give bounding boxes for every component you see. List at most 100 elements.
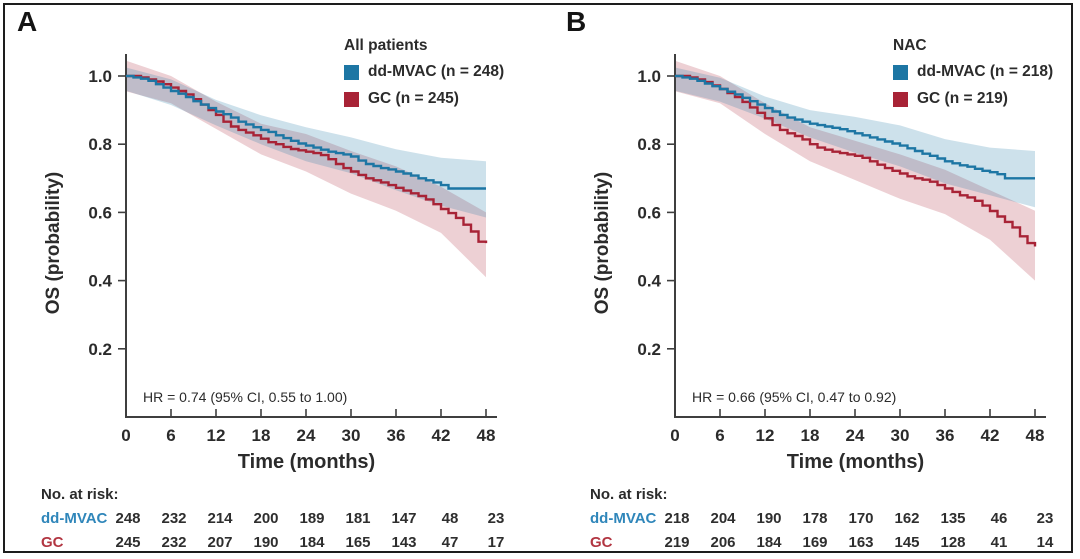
gc-swatch-icon (893, 91, 908, 107)
ddmvac-swatch-icon (893, 64, 908, 80)
risk-row-label-gc: GC (41, 534, 64, 551)
legend-label: GC (n = 245) (368, 90, 459, 107)
risk-value: 245 (115, 534, 141, 551)
risk-value: 218 (664, 510, 690, 527)
risk-value: 219 (664, 534, 690, 551)
risk-value: 143 (391, 534, 417, 551)
x-tick-label: 42 (981, 426, 1000, 445)
y-tick-label: 0.2 (637, 340, 661, 359)
legend: NAC dd-MVAC (n = 218) GC (n = 219) (893, 37, 1053, 117)
x-tick-label: 24 (846, 426, 865, 445)
risk-value: 46 (990, 510, 1008, 527)
panel-a-inner: A 0 6 12 18 24 30 36 42 48 1.0 0.8 0.6 0.4 0.2 OS (pr… (17, 6, 505, 551)
risk-value: 23 (1036, 510, 1054, 527)
x-tick-label: 36 (936, 426, 955, 445)
y-tick-label: 0.4 (88, 272, 112, 291)
km-curve-gc (675, 74, 1037, 247)
legend-item-ddmvac: dd-MVAC (n = 218) (893, 63, 1053, 81)
risk-value: 232 (161, 510, 187, 527)
legend-label: dd-MVAC (n = 248) (368, 63, 505, 80)
risk-value: 178 (802, 510, 828, 527)
risk-value: 169 (802, 534, 828, 551)
gc-swatch-icon (344, 91, 359, 107)
risk-value: 190 (253, 534, 279, 551)
hr-annotation: HR = 0.66 (95% CI, 0.47 to 0.92) (692, 389, 897, 405)
x-tick-label: 30 (342, 426, 361, 445)
risk-value: 184 (299, 534, 325, 551)
x-tick-label: 12 (756, 426, 775, 445)
panel-a: A 0 6 12 18 24 30 36 42 48 1.0 0.8 0.6 0.4 0.2 OS (pr… (17, 6, 505, 551)
y-axis-title: OS (probability) (592, 171, 613, 315)
risk-value: 232 (161, 534, 187, 551)
risk-value: 165 (345, 534, 371, 551)
legend-item-gc: GC (n = 245) (344, 90, 504, 108)
ddmvac-swatch-icon (344, 64, 359, 80)
legend-item-ddmvac: dd-MVAC (n = 248) (344, 63, 504, 81)
risk-value: 189 (299, 510, 325, 527)
risk-value: 207 (207, 534, 233, 551)
legend: All patients dd-MVAC (n = 248) GC (n = 2… (344, 37, 504, 117)
km-curve-dd-mvac (126, 74, 486, 190)
legend-label: dd-MVAC (n = 218) (917, 63, 1054, 80)
legend-item-gc: GC (n = 219) (893, 90, 1053, 108)
risk-value: 147 (391, 510, 417, 527)
risk-value: 200 (253, 510, 279, 527)
legend-title: All patients (344, 37, 428, 54)
legend-label: GC (n = 219) (917, 90, 1008, 107)
km-curve-dd-mvac (675, 74, 1035, 180)
risk-value: 162 (894, 510, 920, 527)
risk-value: 170 (848, 510, 874, 527)
risk-value: 14 (1036, 534, 1054, 551)
y-axis-title: OS (probability) (43, 171, 64, 315)
x-tick-label: 6 (166, 426, 175, 445)
risk-value: 206 (710, 534, 736, 551)
risk-row-label-dd-mvac: dd-MVAC (590, 510, 657, 527)
risk-value: 184 (756, 534, 782, 551)
hr-annotation: HR = 0.74 (95% CI, 0.55 to 1.00) (143, 389, 348, 405)
panel-b: B 0 6 12 18 24 30 36 42 48 1.0 0.8 0.6 0.4 0.2 OS (pr… (540, 0, 1080, 559)
risk-value: 145 (894, 534, 920, 551)
risk-value: 135 (940, 510, 966, 527)
x-tick-label: 6 (715, 426, 724, 445)
x-tick-label: 36 (387, 426, 406, 445)
y-tick-label: 0.6 (88, 203, 112, 222)
risk-value: 190 (756, 510, 782, 527)
x-tick-label: 24 (297, 426, 316, 445)
y-tick-label: 1.0 (88, 67, 112, 86)
risk-value: 163 (848, 534, 874, 551)
x-tick-label: 42 (432, 426, 451, 445)
x-tick-label: 18 (801, 426, 820, 445)
risk-value: 128 (940, 534, 966, 551)
risk-value: 48 (441, 510, 459, 527)
x-tick-label: 48 (477, 426, 496, 445)
risk-table-header: No. at risk: (41, 486, 119, 503)
panel-b-inner: B 0 6 12 18 24 30 36 42 48 1.0 0.8 0.6 0.4 0.2 OS (pr… (549, 0, 1080, 559)
x-tick-label: 18 (252, 426, 271, 445)
x-axis-title: Time (months) (237, 451, 376, 473)
y-tick-label: 0.6 (637, 203, 661, 222)
km-chart-a: 0 6 12 18 24 30 36 42 48 1.0 0.8 0.6 0.4 0.2 (88, 54, 497, 445)
risk-value: 248 (115, 510, 141, 527)
x-tick-label: 48 (1026, 426, 1045, 445)
y-tick-label: 0.8 (637, 135, 661, 154)
risk-value: 17 (487, 534, 505, 551)
risk-value: 23 (487, 510, 505, 527)
risk-value: 41 (990, 534, 1008, 551)
risk-row-label-gc: GC (590, 534, 613, 551)
risk-value: 204 (710, 510, 736, 527)
risk-value: 181 (345, 510, 371, 527)
legend-title: NAC (893, 37, 927, 54)
risk-row-label-dd-mvac: dd-MVAC (41, 510, 108, 527)
panel-letter: B (566, 6, 587, 37)
y-tick-label: 0.4 (637, 272, 661, 291)
x-tick-label: 0 (670, 426, 679, 445)
x-tick-label: 0 (121, 426, 130, 445)
x-tick-label: 30 (891, 426, 910, 445)
ci-band-dd-mvac (675, 67, 1035, 208)
y-tick-label: 1.0 (637, 67, 661, 86)
panel-letter: A (17, 6, 38, 37)
km-chart-b: 0 6 12 18 24 30 36 42 48 1.0 0.8 0.6 0.4 0.2 (637, 54, 1046, 445)
risk-value: 47 (441, 534, 459, 551)
y-tick-label: 0.8 (88, 135, 112, 154)
y-tick-label: 0.2 (88, 340, 112, 359)
